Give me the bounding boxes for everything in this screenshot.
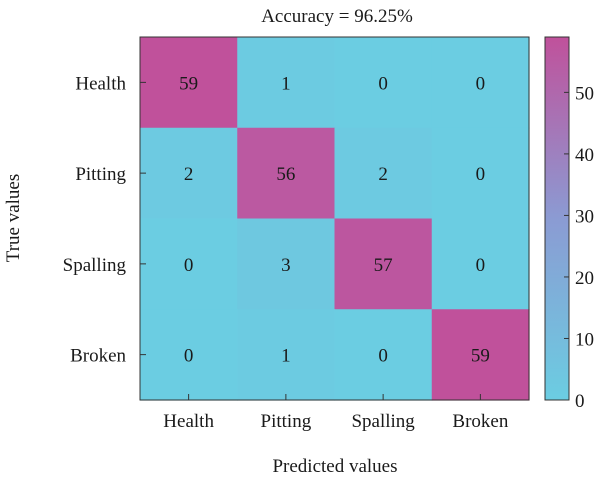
heatmap-cell bbox=[140, 127, 238, 220]
heatmap-cell bbox=[431, 127, 530, 220]
y-tick-label: Pitting bbox=[75, 164, 126, 185]
cell-value-label: 0 bbox=[476, 255, 486, 276]
cell-value-label: 0 bbox=[476, 73, 486, 94]
colorbar-tick-label: 50 bbox=[575, 83, 594, 104]
heatmap-cell bbox=[431, 218, 530, 310]
heatmap-cell bbox=[431, 309, 530, 401]
cell-value-label: 1 bbox=[281, 73, 291, 94]
cell-value-label: 59 bbox=[179, 73, 198, 94]
y-tick-label: Health bbox=[75, 73, 126, 94]
y-tick-label: Spalling bbox=[63, 255, 127, 276]
x-tick-label: Health bbox=[163, 411, 214, 432]
heatmap-cell bbox=[431, 37, 530, 129]
y-tick-label: Broken bbox=[70, 346, 126, 367]
y-axis-label: True values bbox=[3, 174, 24, 263]
colorbar-ticks: 0 10 20 30 40 50 bbox=[564, 83, 594, 412]
heatmap-cell-labels: 59 1 0 0 2 56 2 0 0 3 57 0 0 1 0 59 bbox=[179, 73, 490, 366]
cell-value-label: 2 bbox=[184, 164, 194, 185]
heatmap-cell bbox=[237, 218, 336, 310]
x-tick-label: Spalling bbox=[351, 411, 415, 432]
heatmap-cell bbox=[140, 37, 238, 129]
heatmap-cell bbox=[237, 127, 336, 220]
y-axis-ticks: Health Pitting Spalling Broken bbox=[63, 73, 146, 367]
heatmap-cell bbox=[334, 37, 433, 129]
cell-value-label: 57 bbox=[374, 255, 393, 276]
plot-frame bbox=[139, 36, 530, 401]
colorbar-tick-label: 0 bbox=[575, 391, 585, 412]
heatmap-cells bbox=[140, 37, 530, 401]
heatmap-cell bbox=[334, 127, 433, 220]
heatmap-cell bbox=[334, 309, 433, 401]
x-tick-label: Broken bbox=[452, 411, 508, 432]
colorbar-tick-label: 20 bbox=[575, 268, 594, 289]
cell-value-label: 2 bbox=[378, 164, 388, 185]
cell-value-label: 59 bbox=[471, 346, 490, 367]
heatmap-cell bbox=[237, 309, 336, 401]
x-axis-ticks: Health Pitting Spalling Broken bbox=[163, 394, 509, 432]
cell-value-label: 56 bbox=[276, 164, 295, 185]
colorbar bbox=[544, 36, 570, 401]
colorbar-tick-label: 30 bbox=[575, 206, 594, 227]
x-axis-label: Predicted values bbox=[272, 456, 397, 477]
cell-value-label: 1 bbox=[281, 346, 291, 367]
colorbar-tick-label: 40 bbox=[575, 145, 594, 166]
cell-value-label: 3 bbox=[281, 255, 291, 276]
heatmap-cell bbox=[140, 309, 238, 401]
chart-title: Accuracy = 96.25% bbox=[261, 6, 413, 27]
colorbar-tick-label: 10 bbox=[575, 329, 594, 350]
heatmap-cell bbox=[237, 37, 336, 129]
heatmap-cell bbox=[334, 218, 433, 310]
cell-value-label: 0 bbox=[476, 164, 486, 185]
cell-value-label: 0 bbox=[378, 346, 388, 367]
heatmap-cell bbox=[140, 218, 238, 310]
cell-value-label: 0 bbox=[184, 255, 194, 276]
cell-value-label: 0 bbox=[378, 73, 388, 94]
x-tick-label: Pitting bbox=[261, 411, 312, 432]
cell-value-label: 0 bbox=[184, 346, 194, 367]
